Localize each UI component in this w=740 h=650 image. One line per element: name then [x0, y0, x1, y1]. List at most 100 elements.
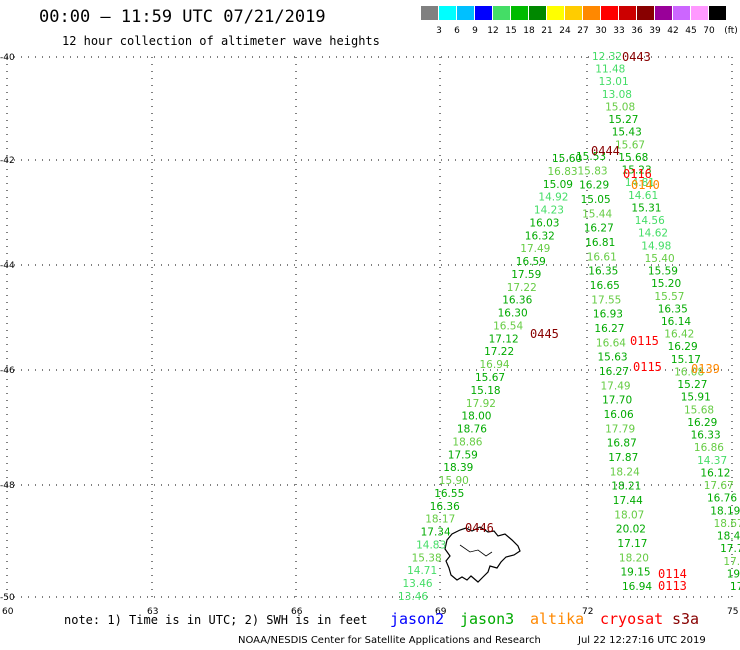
swh-value: 14.56 [635, 215, 665, 227]
swh-value: 16.83 [548, 166, 578, 178]
swh-value: 17.01 [723, 556, 740, 568]
pass-id-label: 0115 [630, 334, 659, 348]
swh-value: 16.27 [594, 323, 624, 335]
swh-value: 17.13 [730, 581, 740, 593]
swh-value: 18.07 [614, 509, 644, 521]
swh-value: 16.27 [584, 223, 614, 235]
swh-value: 16.29 [668, 341, 698, 353]
colorbar-swatch [529, 6, 546, 20]
lat-label: -42 [0, 156, 15, 166]
lat-label: -44 [0, 261, 15, 271]
swh-value: 17.92 [466, 398, 496, 410]
swh-value: 16.42 [664, 329, 694, 341]
swh-value: 14.37 [697, 455, 727, 467]
colorbar-label: 12 [487, 26, 499, 36]
pass-id-label: 0443 [622, 50, 651, 64]
lon-label: 69 [435, 607, 447, 617]
pass-id-label: 0140 [631, 178, 660, 192]
credit-line: NOAA/NESDIS Center for Satellite Applica… [238, 635, 541, 646]
swh-value: 15.63 [598, 352, 628, 364]
pass-id-label: 0116 [623, 167, 652, 181]
colorbar-label: 27 [577, 26, 589, 36]
colorbar-label: 42 [667, 26, 679, 36]
swh-value: 14.81 [625, 177, 655, 189]
swh-value: 17.79 [605, 423, 635, 435]
lon-label: 60 [2, 607, 14, 617]
swh-value: 16.30 [498, 308, 528, 320]
swh-value: 14.71 [407, 565, 437, 577]
satellite-name: jason2 [390, 610, 445, 628]
swh-value: 18.76 [457, 424, 487, 436]
swh-value: 18.86 [452, 436, 482, 448]
swh-value: 16.61 [587, 251, 617, 263]
swh-value: 13.08 [602, 89, 632, 101]
pass-id-label: 0113 [658, 579, 687, 593]
pass-id-label: 0445 [530, 327, 559, 341]
colorbar-swatch [709, 6, 726, 20]
swh-value: 15.23 [622, 165, 652, 177]
swh-value: 15.90 [439, 475, 469, 487]
colorbar-label: 21 [541, 26, 553, 36]
footer-note: note: 1) Time is in UTC; 2) SWH is in fe… [64, 613, 368, 627]
colorbar-swatch [457, 6, 474, 20]
colorbar-swatch [637, 6, 654, 20]
swh-value: 14.61 [628, 190, 658, 202]
swh-value: 13.46 [403, 578, 433, 590]
swh-value: 15.83 [578, 165, 608, 177]
swh-value: 16.94 [622, 581, 652, 593]
lat-label: -50 [0, 593, 15, 603]
swh-value: 15.60 [552, 153, 582, 165]
colorbar-swatch [601, 6, 618, 20]
swh-value: 15.68 [684, 404, 714, 416]
swh-value: 14.83 [416, 540, 446, 552]
swh-value: 15.38 [412, 552, 442, 564]
swh-value: 18.67 [714, 518, 740, 530]
swh-value: 17.49 [601, 380, 631, 392]
swh-value: 16.12 [700, 467, 730, 479]
swh-value: 18.24 [610, 466, 640, 478]
swh-value: 15.59 [648, 266, 678, 278]
swh-value: 19.15 [621, 567, 651, 579]
swh-value: 11.48 [595, 64, 625, 76]
colorbar-unit: (ft) [724, 26, 738, 36]
swh-value: 16.59 [516, 256, 546, 268]
swh-value: 15.67 [615, 139, 645, 151]
pass-id-label: 0114 [658, 567, 687, 581]
swh-value: 16.27 [599, 366, 629, 378]
swh-value: 13.01 [599, 76, 629, 88]
swh-value: 19.15 [727, 568, 740, 580]
kerguelen-coastline [444, 526, 521, 583]
swh-value: 16.36 [502, 295, 532, 307]
swh-value: 18.40 [717, 531, 740, 543]
colorbar-label: 30 [595, 26, 607, 36]
swh-value: 16.94 [480, 359, 510, 371]
colorbar-label: 3 [436, 26, 442, 36]
lon-label: 63 [147, 607, 158, 617]
swh-value: 16.64 [596, 337, 626, 349]
pass-id-label: 0446 [465, 521, 494, 535]
lat-label: -40 [0, 53, 15, 63]
swh-value: 18.19 [710, 505, 740, 517]
swh-value: 17.55 [591, 294, 621, 306]
colorbar-swatch [475, 6, 492, 20]
swh-value: 16.33 [691, 430, 721, 442]
island-inlet [459, 544, 493, 557]
pass-id-label: 0444 [591, 144, 620, 158]
colorbar-label: 33 [613, 26, 625, 36]
swh-value: 15.43 [612, 127, 642, 139]
swh-value: 17.87 [608, 452, 638, 464]
colorbar-swatch [493, 6, 510, 20]
satellite-name: cryosat [600, 610, 664, 628]
swh-value: 16.36 [430, 501, 460, 513]
swh-value: 15.67 [475, 372, 505, 384]
swh-value: 17.59 [448, 449, 478, 461]
colorbar-swatch [583, 6, 600, 20]
lon-label: 66 [291, 607, 303, 617]
swh-value: 14.23 [534, 205, 564, 217]
swh-value: 16.87 [607, 438, 637, 450]
swh-value: 13.46 [398, 591, 428, 603]
lon-label: 72 [582, 607, 593, 617]
colorbar-label: 6 [454, 26, 460, 36]
swh-value: 15.91 [681, 392, 711, 404]
satellite-name: jason3 [460, 610, 515, 628]
